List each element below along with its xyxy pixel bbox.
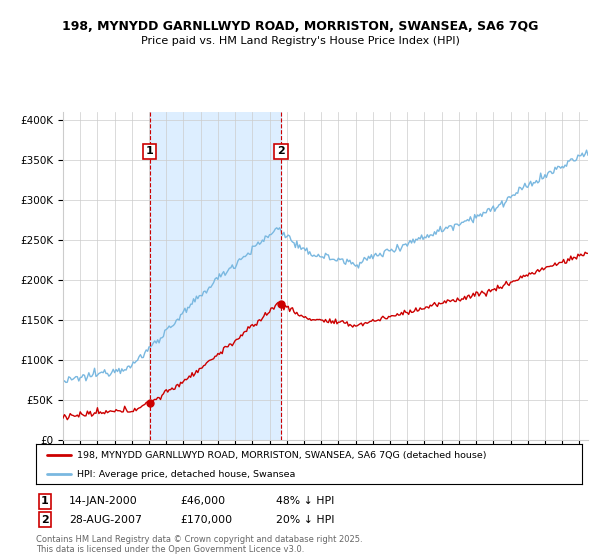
Text: 198, MYNYDD GARNLLWYD ROAD, MORRISTON, SWANSEA, SA6 7QG: 198, MYNYDD GARNLLWYD ROAD, MORRISTON, S… — [62, 20, 538, 32]
Text: 14-JAN-2000: 14-JAN-2000 — [69, 496, 138, 506]
Text: 2: 2 — [277, 146, 285, 156]
Text: 2: 2 — [41, 515, 49, 525]
Text: 1: 1 — [146, 146, 154, 156]
Text: £46,000: £46,000 — [180, 496, 225, 506]
Text: 198, MYNYDD GARNLLWYD ROAD, MORRISTON, SWANSEA, SA6 7QG (detached house): 198, MYNYDD GARNLLWYD ROAD, MORRISTON, S… — [77, 451, 487, 460]
Text: 20% ↓ HPI: 20% ↓ HPI — [276, 515, 335, 525]
Text: 48% ↓ HPI: 48% ↓ HPI — [276, 496, 334, 506]
Text: 1: 1 — [41, 496, 49, 506]
Text: Contains HM Land Registry data © Crown copyright and database right 2025.
This d: Contains HM Land Registry data © Crown c… — [36, 535, 362, 554]
Text: £170,000: £170,000 — [180, 515, 232, 525]
Bar — [150, 112, 281, 440]
Text: Price paid vs. HM Land Registry's House Price Index (HPI): Price paid vs. HM Land Registry's House … — [140, 36, 460, 46]
Text: 28-AUG-2007: 28-AUG-2007 — [69, 515, 142, 525]
Text: HPI: Average price, detached house, Swansea: HPI: Average price, detached house, Swan… — [77, 470, 295, 479]
